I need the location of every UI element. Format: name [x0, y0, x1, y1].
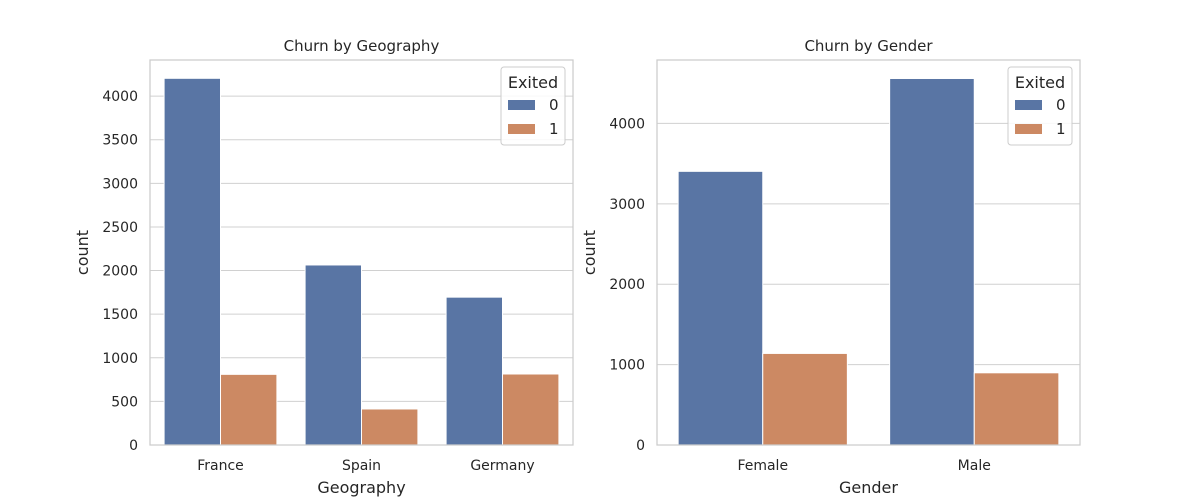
chart1-xlabel: Gender [839, 478, 898, 497]
chart1-ytick-label-3000: 3000 [609, 197, 645, 213]
chart0-ytick-label-1500: 1500 [102, 307, 138, 323]
chart0-xlabel: Geography [317, 478, 405, 497]
chart1-xtick-label-male: Male [958, 458, 991, 474]
chart1-bar-female-exited-0 [677, 170, 764, 446]
chart0-bar-germany-exited-0 [445, 296, 504, 446]
chart1-bar-male-exited-1 [973, 372, 1060, 446]
chart0-ytick-label-2500: 2500 [102, 220, 138, 236]
chart1-ytick-label-2000: 2000 [609, 277, 645, 293]
chart0-legend-label-1: 1 [549, 120, 559, 138]
chart0-bar-france-exited-0 [163, 77, 222, 446]
chart1-xtick-label-female: Female [737, 458, 788, 474]
chart1-ylabel: count [580, 230, 599, 275]
chart1-bar-female-exited-1 [762, 352, 848, 446]
chart0-ytick-label-3000: 3000 [102, 176, 138, 192]
chart1-axes-frame [656, 59, 1081, 446]
chart0-xtick-label-germany: Germany [470, 458, 534, 474]
chart1-title: Churn by Gender [804, 37, 933, 55]
chart0-title: Churn by Geography [284, 37, 440, 55]
chart1-ytick-label-1000: 1000 [609, 358, 645, 374]
chart1-legend-label-1: 1 [1056, 120, 1066, 138]
chart0-legend: Exited 0 1 [500, 66, 566, 146]
chart0-ylabel: count [73, 230, 92, 275]
chart1-legend-title: Exited [1015, 73, 1065, 92]
chart0-bar-france-exited-1 [220, 373, 278, 446]
chart1-legend-label-0: 0 [1056, 96, 1066, 114]
chart1-legend-swatch-0 [1015, 100, 1042, 110]
chart0-ytick-label-500: 500 [111, 394, 138, 410]
chart-churn-by-gender: 0 1000 2000 3000 4000 Female Male Churn by Gend… [580, 37, 1081, 497]
chart0-ytick-label-1000: 1000 [102, 351, 138, 367]
chart1-legend: Exited 0 1 [1007, 66, 1073, 146]
chart-churn-by-geography: 0 500 1000 1500 2000 2500 3000 3500 4000 France Sp… [73, 37, 574, 497]
chart0-legend-swatch-0 [508, 100, 535, 110]
chart1-bar-male-exited-0 [889, 77, 975, 446]
chart0-bar-spain-exited-1 [361, 408, 419, 446]
chart1-ytick-label-0: 0 [636, 438, 645, 454]
chart0-legend-title: Exited [508, 73, 558, 92]
chart0-xtick-label-france: France [197, 458, 244, 474]
chart0-bar-germany-exited-1 [502, 373, 560, 446]
chart1-ytick-label-4000: 4000 [609, 116, 645, 132]
chart0-ytick-label-4000: 4000 [102, 89, 138, 105]
chart0-ytick-label-0: 0 [129, 438, 138, 454]
chart0-xtick-label-spain: Spain [342, 458, 381, 474]
chart0-axes-frame [149, 59, 574, 446]
chart0-legend-label-0: 0 [549, 96, 559, 114]
chart0-bar-spain-exited-0 [304, 264, 363, 446]
chart0-legend-swatch-1 [508, 124, 535, 134]
chart0-ytick-label-2000: 2000 [102, 264, 138, 280]
chart1-legend-swatch-1 [1015, 124, 1042, 134]
chart0-ytick-label-3500: 3500 [102, 133, 138, 149]
